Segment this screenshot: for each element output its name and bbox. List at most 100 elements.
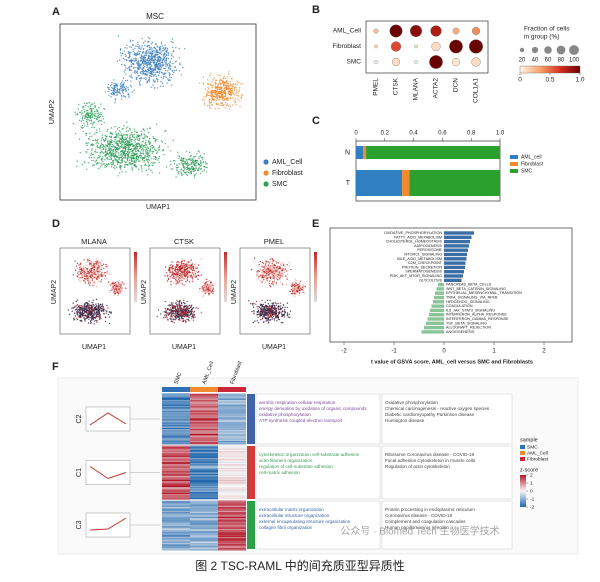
feature-point bbox=[93, 266, 96, 268]
umap-point bbox=[124, 145, 126, 147]
umap-point bbox=[144, 57, 146, 59]
feature-point bbox=[177, 282, 179, 284]
umap-point bbox=[156, 61, 159, 63]
umap-point bbox=[153, 146, 155, 148]
umap-point bbox=[227, 93, 230, 95]
feature-point bbox=[99, 316, 101, 318]
umap-point bbox=[220, 85, 222, 88]
umap-point bbox=[126, 59, 128, 62]
feature-point bbox=[185, 265, 187, 267]
umap-point bbox=[79, 151, 82, 154]
umap-point bbox=[162, 58, 164, 60]
umap-point bbox=[143, 65, 146, 68]
umap-point bbox=[172, 139, 174, 142]
umap-point bbox=[147, 150, 149, 152]
feature-point bbox=[87, 258, 89, 261]
feature-point bbox=[261, 306, 263, 308]
feature-point bbox=[87, 314, 89, 316]
umap-point bbox=[120, 157, 122, 159]
umap-point bbox=[90, 152, 93, 154]
feature-point bbox=[174, 268, 176, 270]
umap-point bbox=[103, 122, 105, 124]
umap-point bbox=[106, 164, 109, 166]
umap-point bbox=[142, 128, 145, 130]
umap-point bbox=[159, 63, 161, 66]
umap-point bbox=[122, 83, 124, 85]
umap-point bbox=[72, 122, 75, 125]
x-tick-label: 1.0 bbox=[496, 131, 505, 137]
umap-point bbox=[141, 70, 143, 73]
size-legend-label: 80 bbox=[558, 58, 565, 64]
feature-point bbox=[208, 284, 210, 286]
feature-point bbox=[77, 309, 80, 311]
feature-point bbox=[298, 294, 300, 297]
feature-point bbox=[210, 284, 213, 287]
umap-point bbox=[148, 164, 150, 166]
umap-point bbox=[109, 131, 112, 134]
umap-point bbox=[223, 76, 225, 78]
feature-point bbox=[97, 304, 100, 306]
umap-point bbox=[229, 90, 231, 92]
umap-point bbox=[91, 148, 93, 150]
umap-point bbox=[135, 166, 137, 168]
umap-point bbox=[177, 155, 179, 157]
umap-point bbox=[126, 159, 129, 161]
umap-point bbox=[86, 116, 88, 119]
panel-label: E bbox=[312, 218, 319, 230]
umap-point bbox=[129, 148, 132, 151]
umap-point bbox=[157, 151, 159, 153]
feature-point bbox=[87, 311, 89, 313]
umap-point bbox=[145, 78, 147, 81]
feature-point bbox=[89, 282, 92, 284]
umap-point bbox=[219, 88, 221, 91]
feature-point bbox=[176, 299, 178, 302]
umap-point bbox=[91, 112, 94, 114]
feature-point bbox=[168, 268, 171, 270]
umap-point bbox=[167, 64, 169, 67]
umap-point bbox=[223, 97, 225, 100]
feature-point bbox=[257, 316, 259, 318]
feature-point bbox=[81, 271, 84, 273]
feature-point bbox=[91, 312, 93, 314]
umap-point bbox=[94, 151, 97, 153]
umap-point bbox=[189, 172, 191, 174]
size-legend-label: 60 bbox=[545, 58, 552, 64]
umap-point bbox=[140, 47, 142, 49]
umap-point bbox=[95, 149, 97, 151]
feature-point bbox=[80, 313, 83, 315]
umap-point bbox=[233, 88, 236, 90]
feature-point bbox=[180, 275, 182, 278]
feature-point bbox=[282, 264, 285, 267]
feature-point bbox=[253, 306, 255, 308]
umap-point bbox=[210, 104, 213, 106]
umap-point bbox=[219, 92, 222, 95]
umap-point bbox=[157, 149, 159, 151]
umap-point bbox=[118, 59, 121, 61]
umap-point bbox=[188, 158, 190, 161]
umap-point bbox=[160, 51, 162, 53]
umap-point bbox=[168, 72, 170, 74]
feature-point bbox=[166, 311, 168, 313]
umap-point bbox=[148, 52, 150, 54]
feature-point bbox=[111, 283, 113, 285]
umap-point bbox=[160, 80, 162, 83]
umap-point bbox=[93, 110, 96, 113]
umap-point bbox=[148, 141, 150, 143]
feature-point bbox=[104, 316, 107, 319]
umap-point bbox=[97, 154, 100, 157]
feature-point bbox=[197, 264, 200, 266]
umap-point bbox=[152, 55, 154, 58]
umap-point bbox=[215, 96, 217, 99]
feature-point bbox=[183, 271, 185, 274]
umap-point bbox=[134, 57, 137, 59]
feature-point bbox=[170, 313, 173, 315]
umap-point bbox=[150, 46, 152, 49]
umap-point bbox=[146, 74, 148, 77]
umap-point bbox=[140, 164, 142, 167]
umap-point bbox=[139, 84, 141, 86]
umap-point bbox=[109, 151, 112, 153]
feature-ylabel: UMAP2 bbox=[231, 280, 238, 304]
feature-point bbox=[189, 306, 192, 309]
umap-point bbox=[143, 160, 145, 162]
umap-point bbox=[80, 126, 82, 128]
